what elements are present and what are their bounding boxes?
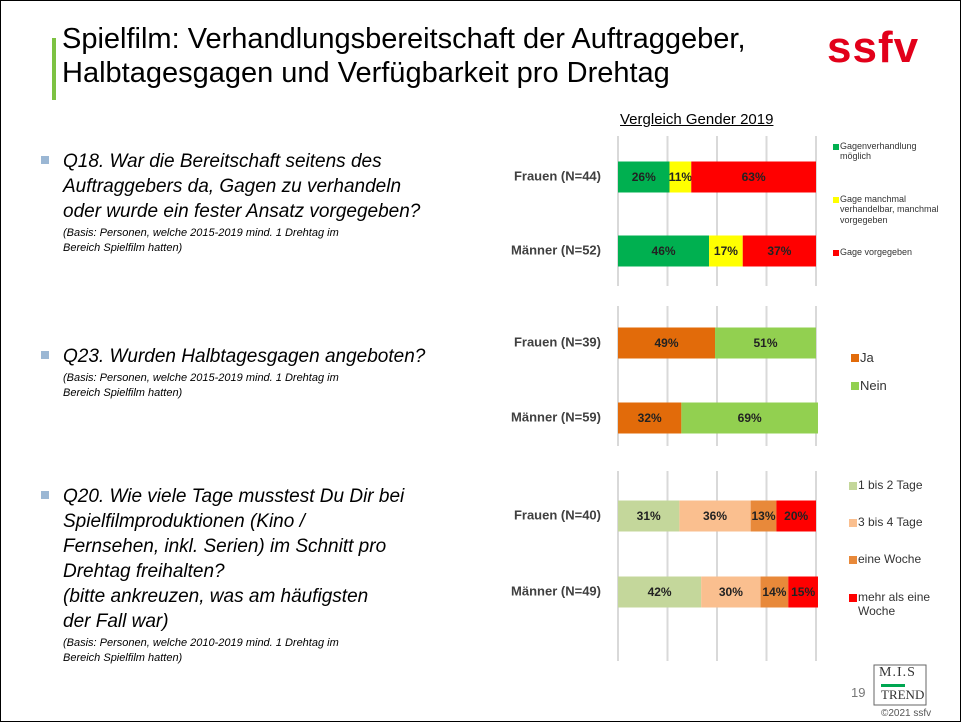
ssfv-logo: ssfv (827, 23, 920, 72)
legend-label: Nein (860, 378, 887, 393)
legend-label: Gagenverhandlung möglich (840, 141, 917, 162)
legend-swatch (833, 250, 839, 256)
question-text: Drehtag freihalten? (63, 561, 225, 582)
bar-segment (618, 576, 702, 608)
value-label: 63% (742, 170, 766, 184)
bar-segment (776, 500, 816, 532)
value-label: 32% (638, 411, 662, 425)
partner-logo-frame (873, 664, 927, 706)
legend-swatch (833, 144, 839, 150)
bar-segment (709, 235, 743, 267)
value-label: 15% (791, 585, 815, 599)
category-label: Frauen (N=44) (514, 168, 601, 183)
partner-logo-text: M.I.S (879, 665, 916, 680)
legend-label: mehr als eine Woche (858, 590, 931, 618)
legend-label: Gage vorgegeben (840, 247, 913, 257)
value-label: 36% (703, 509, 727, 523)
bar-segment (681, 402, 818, 434)
chart-subtitle: Vergleich Gender 2019 (620, 111, 774, 128)
category-label: Männer (N=59) (511, 409, 601, 424)
question-text: Auftraggebers da, Gagen zu verhandeln (63, 176, 402, 197)
value-label: 31% (637, 509, 661, 523)
copyright: ©2021 ssfv (881, 708, 932, 719)
value-label: 46% (652, 244, 676, 258)
question-text: (bitte ankreuzen, was am häufigsten (63, 586, 369, 607)
legend-swatch (849, 556, 857, 564)
bar-segment (715, 327, 816, 359)
question-basis: Bereich Spielfilm hatten) (63, 652, 183, 664)
value-label: 30% (719, 585, 743, 599)
value-label: 49% (654, 336, 678, 350)
partner-logo-text: TREND (881, 687, 925, 702)
value-label: 51% (753, 336, 777, 350)
value-label: 11% (669, 170, 693, 184)
legend-swatch (851, 382, 859, 390)
question-basis: (Basis: Personen, welche 2015-2019 mind.… (63, 227, 339, 239)
bar-segment (760, 576, 789, 608)
question-basis: (Basis: Personen, welche 2010-2019 mind.… (63, 637, 339, 649)
bullet (41, 351, 49, 359)
value-label: 14% (762, 585, 786, 599)
legend-swatch (849, 482, 857, 490)
question-text: Fernsehen, inkl. Serien) im Schnitt pro (63, 536, 387, 557)
bar-segment (669, 161, 692, 193)
value-label: 42% (648, 585, 672, 599)
value-label: 20% (784, 509, 808, 523)
partner-logo-bar (881, 684, 905, 687)
bar-segment (691, 161, 816, 193)
value-label: 17% (714, 244, 738, 258)
legend-label: Gage manchmal verhandelbar, manchmal vor… (840, 194, 939, 225)
bullet (41, 156, 49, 164)
question-basis: (Basis: Personen, welche 2015-2019 mind.… (63, 372, 339, 384)
value-label: 37% (767, 244, 791, 258)
question-text: oder wurde ein fester Ansatz vorgegeben? (63, 201, 421, 222)
bar-segment (618, 327, 716, 359)
legend-label: 3 bis 4 Tage (858, 515, 923, 529)
category-label: Frauen (N=40) (514, 507, 601, 522)
legend-label: 1 bis 2 Tage (858, 478, 923, 492)
bar-segment (618, 161, 670, 193)
value-label: 26% (632, 170, 656, 184)
question-text: Q20. Wie viele Tage musstest Du Dir bei (63, 486, 405, 507)
bar-segment (618, 402, 682, 434)
legend-label: eine Woche (858, 552, 922, 566)
bar-segment (788, 576, 818, 608)
question-text: der Fall war) (63, 611, 169, 632)
bar-segment (618, 235, 710, 267)
legend-swatch (849, 594, 857, 602)
bar-segment (701, 576, 761, 608)
category-label: Frauen (N=39) (514, 334, 601, 349)
category-label: Männer (N=49) (511, 583, 601, 598)
question-text: Spielfilmproduktionen (Kino / (63, 511, 305, 532)
title-accent (52, 38, 56, 100)
category-label: Männer (N=52) (511, 242, 601, 257)
question-text: Q18. War die Bereitschaft seitens des (63, 151, 382, 172)
legend-label: Ja (860, 350, 874, 365)
bar-segment (618, 500, 680, 532)
slide-title: Halbtagesgagen und Verfügbarkeit pro Dre… (62, 57, 670, 89)
bar-segment (742, 235, 816, 267)
page-number: 19 (851, 685, 866, 700)
question-basis: Bereich Spielfilm hatten) (63, 387, 183, 399)
bar-segment (750, 500, 777, 532)
question-basis: Bereich Spielfilm hatten) (63, 242, 183, 254)
bullet (41, 491, 49, 499)
slide-title: Spielfilm: Verhandlungsbereitschaft der … (62, 23, 746, 55)
legend-swatch (833, 197, 839, 203)
bar-segment (679, 500, 751, 532)
question-text: Q23. Wurden Halbtagesgagen angeboten? (63, 346, 426, 367)
legend-swatch (851, 354, 859, 362)
legend-swatch (849, 519, 857, 527)
value-label: 69% (738, 411, 762, 425)
value-label: 13% (752, 509, 776, 523)
